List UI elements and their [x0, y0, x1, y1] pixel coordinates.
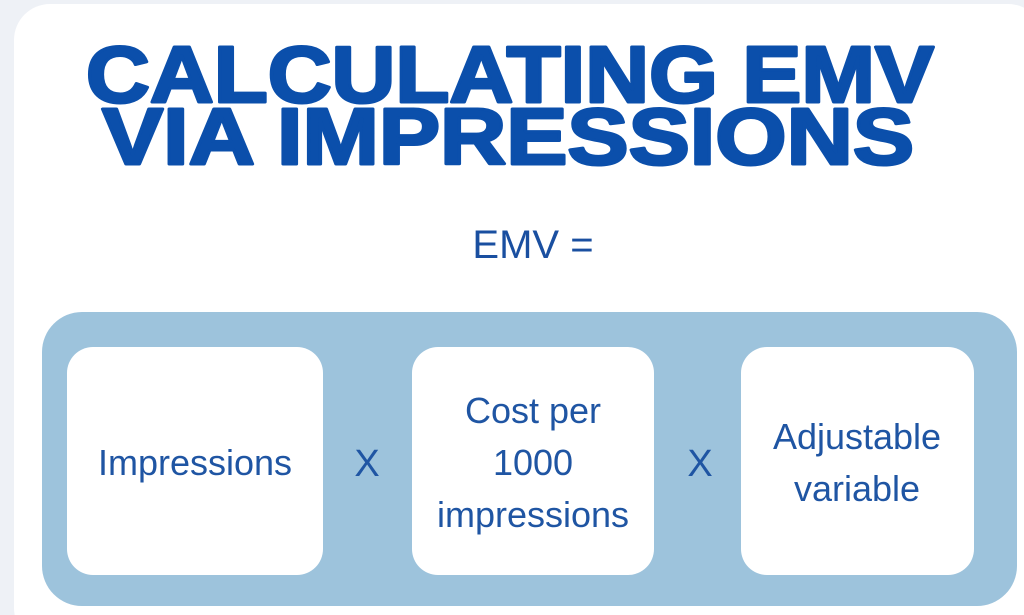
terms: Impressions Cost per 1000 impressions Adjust… — [98, 390, 941, 535]
term-text: impressions — [437, 494, 629, 535]
term-text: Adjustable — [773, 416, 941, 457]
term-box — [412, 347, 654, 575]
term-text: 1000 — [493, 442, 573, 483]
operator: X — [687, 443, 712, 485]
term-text: variable — [794, 468, 920, 509]
term-box — [741, 347, 974, 575]
title-line: CALCULATING EMV — [86, 30, 934, 119]
term-text: Cost per — [465, 390, 601, 431]
formula-label: EMV = — [472, 223, 593, 267]
term-box — [67, 347, 323, 575]
term-text: Impressions — [98, 442, 292, 483]
operator: X — [354, 443, 379, 485]
title-line: VIA IMPRESSIONS — [102, 92, 914, 181]
